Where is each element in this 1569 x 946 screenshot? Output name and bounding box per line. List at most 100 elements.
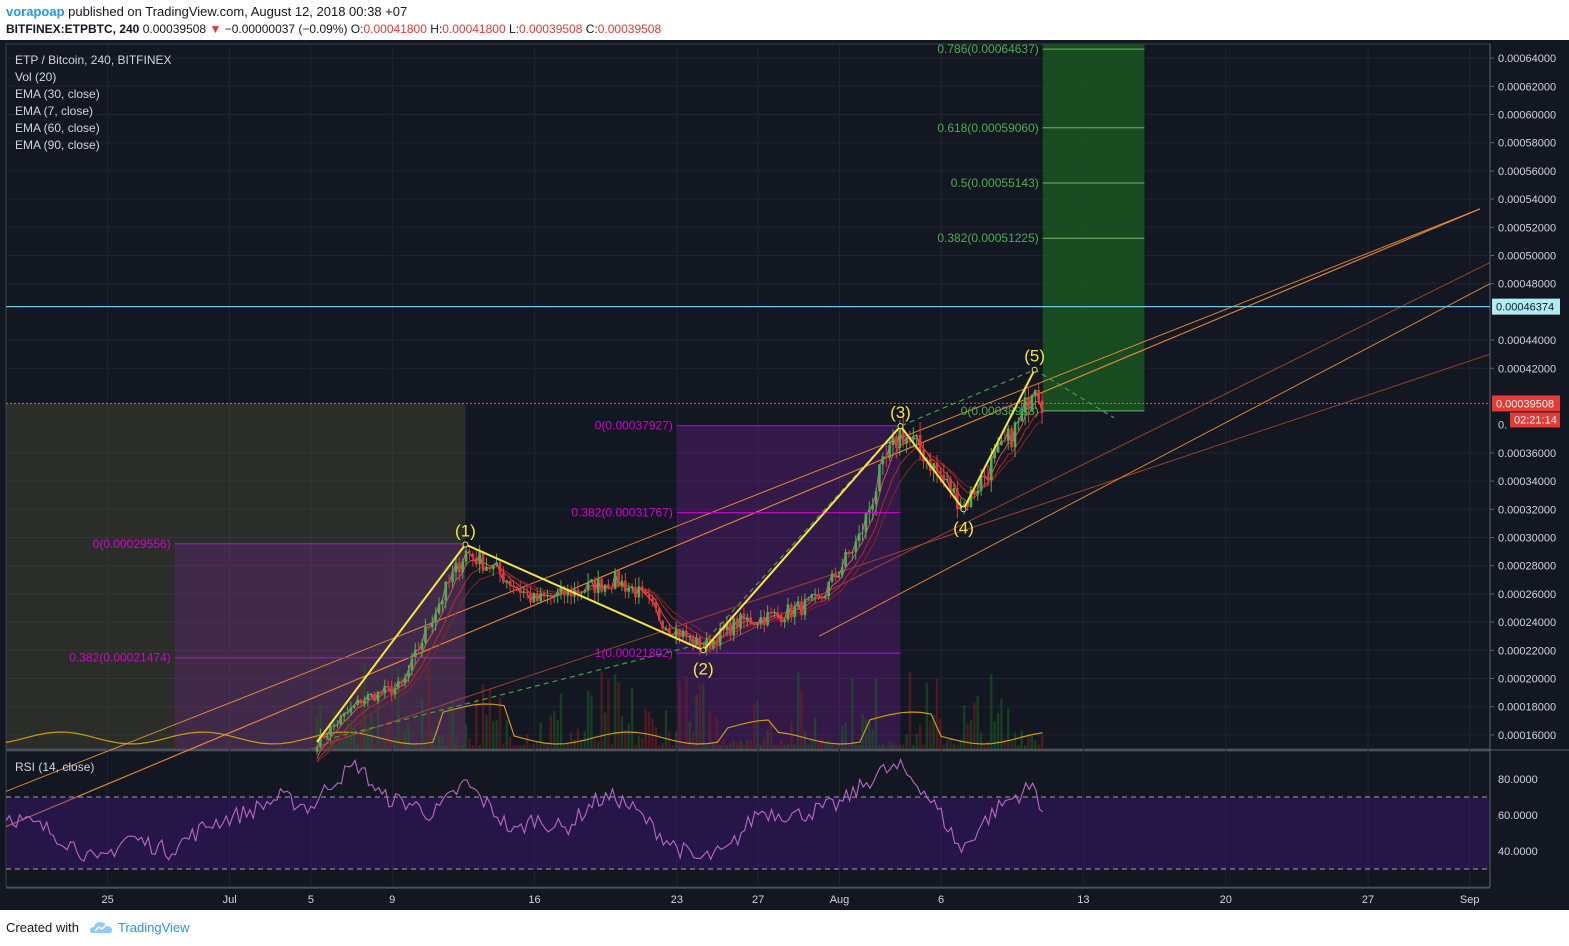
candle-body	[369, 693, 373, 695]
time-tick-label: 23	[671, 894, 683, 906]
price-change: −0.00000037 (−0.09%)	[224, 22, 348, 36]
volume-bar	[607, 679, 610, 749]
volume-bar	[1023, 745, 1027, 749]
price-tick-label: 0.00036000	[1498, 448, 1556, 460]
gridlines	[6, 44, 1490, 887]
fib-zone-2	[676, 425, 901, 749]
volume-bar	[366, 726, 370, 749]
volume-bar	[1007, 708, 1010, 749]
volume-bar	[407, 721, 410, 749]
candle-body	[539, 592, 542, 602]
high-value: 0.00041800	[442, 22, 506, 36]
price-tick-label: 0.00028000	[1498, 561, 1556, 573]
candle-body	[447, 581, 451, 583]
volume-bar	[932, 714, 935, 749]
candle-body	[793, 606, 797, 618]
candle-body	[800, 601, 803, 616]
fib-label: 1(0.00021802)	[595, 646, 673, 660]
volume-bar	[844, 722, 847, 749]
wave-point	[700, 647, 707, 654]
volume-bar	[973, 702, 976, 749]
legend-ema-30[interactable]: EMA (30, close)	[15, 87, 100, 101]
candle-body	[668, 628, 671, 634]
chart-stage[interactable]: 0(0.00029556) 0.382(0.00021474) 0(0.000379…	[0, 40, 1569, 910]
fib-ext-label: 0.5(0.00055143)	[951, 176, 1039, 190]
volume-bar	[498, 697, 502, 749]
candle-body	[979, 475, 983, 491]
volume-bar	[1003, 739, 1007, 749]
price-tick-label: 0.00044000	[1498, 335, 1556, 347]
fib-label: 0(0.00029556)	[93, 537, 171, 551]
volume-bar	[922, 744, 925, 749]
legend-ema-60[interactable]: EMA (60, close)	[15, 121, 100, 135]
candle-body	[451, 572, 454, 583]
candle-body	[397, 681, 400, 688]
volume-bar	[918, 725, 922, 749]
volume-bar	[905, 734, 908, 749]
volume-bar	[397, 668, 400, 749]
volume-bar	[417, 744, 420, 749]
volume-bar	[708, 710, 712, 749]
rsi-tick-label: 40.0000	[1498, 846, 1538, 858]
tradingview-link[interactable]: TradingView	[118, 920, 190, 935]
price-tick-label: 0.00050000	[1498, 251, 1556, 263]
candle-body	[874, 491, 878, 505]
candle-body	[993, 452, 996, 459]
volume-bar	[786, 743, 790, 749]
rsi-band	[7, 797, 1489, 869]
candle-body	[952, 488, 956, 493]
volume-bar	[478, 744, 481, 749]
candle-body	[563, 586, 566, 596]
candle-body	[559, 586, 563, 592]
candle-body	[729, 623, 732, 636]
volume-bar	[573, 739, 576, 749]
author-link[interactable]: vorapoap	[6, 4, 65, 19]
volume-bar	[319, 705, 322, 749]
volume-bar	[376, 688, 380, 749]
volume-bar	[441, 734, 444, 749]
candle-body	[627, 587, 631, 592]
legend-ema-7[interactable]: EMA (7, close)	[15, 104, 93, 118]
rsi-title[interactable]: RSI (14, close)	[15, 760, 94, 774]
volume-bar	[766, 730, 769, 749]
candle-body	[532, 593, 536, 603]
legend-vol[interactable]: Vol (20)	[15, 70, 56, 84]
volume-bar	[800, 689, 803, 749]
volume-bar	[492, 721, 495, 749]
volume-bar	[705, 744, 708, 749]
candle-body	[698, 637, 702, 650]
legend-ema-90[interactable]: EMA (90, close)	[15, 138, 100, 152]
candle-body	[844, 551, 847, 567]
candle-body	[1006, 428, 1010, 442]
ohlc-header: BITFINEX:ETPBTC, 240 0.00039508 ▼ −0.000…	[6, 22, 661, 36]
volume-bar	[444, 744, 447, 749]
rsi-tick-label: 80.0000	[1498, 774, 1538, 786]
created-with-text: Created with	[6, 920, 79, 935]
candle-body	[996, 445, 1000, 453]
volume-bar	[725, 744, 729, 749]
candle-body	[810, 594, 813, 599]
volume-bar	[495, 719, 498, 749]
volume-bar	[864, 719, 868, 749]
candle-body	[380, 691, 383, 694]
time-tick-label: 27	[1362, 894, 1374, 906]
volume-bar	[434, 744, 437, 749]
tradingview-logo-icon	[90, 922, 112, 933]
volume-bar	[315, 716, 319, 749]
price-tick-label: 0.00016000	[1498, 730, 1556, 742]
dashed-channel-line	[316, 369, 1115, 743]
volume-bar	[854, 744, 857, 749]
axis-layer: 0.00064000 0.00062000 0.00060000 0.00058000…	[102, 53, 1560, 906]
candle-body	[576, 589, 580, 594]
trend-line	[5, 208, 1481, 828]
candle-body	[491, 564, 495, 570]
candle-body	[678, 628, 681, 638]
volume-bar	[569, 731, 573, 749]
candle-body	[718, 628, 722, 646]
volume-bar	[739, 740, 742, 749]
fib-label: 0(0.00037927)	[595, 419, 673, 433]
volume-bar	[370, 714, 373, 749]
volume-bar	[732, 740, 735, 749]
candle-body	[322, 734, 326, 738]
candle-body	[413, 649, 417, 658]
